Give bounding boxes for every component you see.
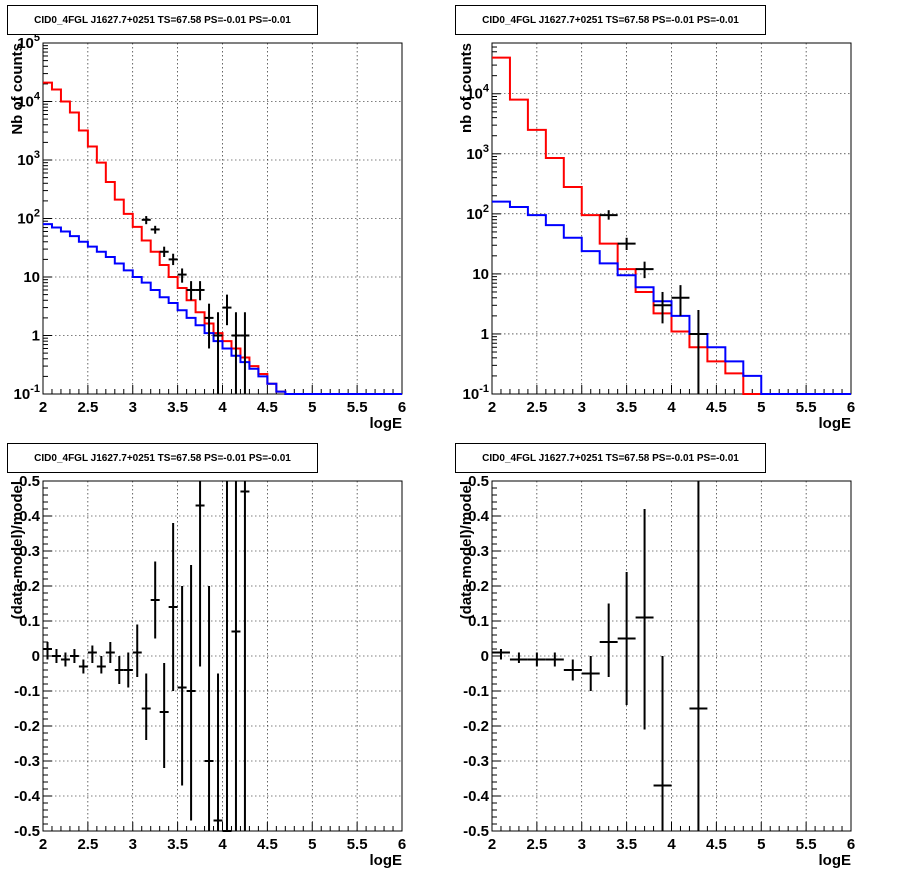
y-tick-label: 0.1 [468, 613, 489, 630]
x-tick-label: 3 [129, 836, 137, 853]
x-tick-label: 2.5 [526, 399, 547, 416]
x-tick-label: 2.5 [77, 399, 98, 416]
x-tick-label: 5 [308, 399, 316, 416]
x-tick-label: 5 [757, 399, 765, 416]
y-tick-label: -0.4 [463, 788, 490, 805]
x-tick-label: 2 [488, 399, 496, 416]
chart-2: 2 2.5 3 3.5 4 4.5 5 5.5 6 10-1 1 10 102 103 104 logE nb … [458, 42, 855, 432]
x-tick-label: 4.5 [257, 836, 278, 853]
x-axis-label: logE [370, 852, 403, 869]
pad4-title: CID0_4FGL J1627.7+0251 TS=67.58 PS=-0.01… [455, 443, 766, 473]
x-axis-label: logE [370, 415, 403, 432]
x-tick-label: 5.5 [796, 836, 817, 853]
x-tick-label: 5 [757, 836, 765, 853]
y-axis-label: Nb of counts [9, 43, 26, 135]
x-tick-label: 2 [488, 836, 496, 853]
histogram-series [492, 200, 851, 395]
y-tick-label: 1 [481, 326, 489, 343]
x-tick-label: 2 [39, 399, 47, 416]
x-tick-label: 4.5 [257, 399, 278, 416]
y-tick-label: 102 [466, 203, 489, 223]
y-tick-label: 0.1 [19, 613, 40, 630]
x-tick-label: 5 [308, 836, 316, 853]
x-tick-label: 3 [578, 399, 586, 416]
x-tick-label: 6 [398, 836, 406, 853]
y-tick-label: -0.5 [14, 823, 40, 840]
y-tick-label: 10-1 [463, 383, 489, 403]
y-axis-label: (data-model)/model [458, 481, 475, 619]
x-tick-label: 2.5 [77, 836, 98, 853]
x-tick-label: 4 [667, 399, 676, 416]
y-tick-label: 10 [472, 266, 489, 283]
y-tick-label: -0.3 [463, 753, 489, 770]
x-tick-label: 3.5 [167, 399, 188, 416]
x-tick-label: 4.5 [706, 836, 727, 853]
x-tick-label: 6 [847, 836, 855, 853]
pad1-title: CID0_4FGL J1627.7+0251 TS=67.58 PS=-0.01… [7, 5, 318, 35]
pad2-title: CID0_4FGL J1627.7+0251 TS=67.58 PS=-0.01… [455, 5, 766, 35]
histogram-series [43, 223, 402, 395]
x-tick-label: 3.5 [616, 836, 637, 853]
y-tick-label: -0.1 [463, 683, 489, 700]
y-tick-label: 103 [466, 143, 489, 163]
y-tick-label: 0.5 [19, 473, 40, 490]
y-tick-label: 102 [17, 208, 40, 228]
x-tick-label: 6 [398, 399, 406, 416]
y-tick-label: 0.4 [468, 508, 490, 525]
x-tick-label: 3 [578, 836, 586, 853]
y-tick-label: -0.5 [463, 823, 489, 840]
y-tick-label: -0.3 [14, 753, 40, 770]
x-tick-label: 6 [847, 399, 855, 416]
y-tick-label: 0.5 [468, 473, 489, 490]
y-tick-label: -0.1 [14, 683, 40, 700]
chart-4: 2 2.5 3 3.5 4 4.5 5 5.5 6 -0.5 -0.4 -0.3 -0.2 -0.1 0 0.… [458, 473, 855, 869]
x-tick-label: 4 [667, 836, 676, 853]
x-tick-label: 5.5 [796, 399, 817, 416]
y-tick-label: 0.2 [19, 578, 40, 595]
pad3-title: CID0_4FGL J1627.7+0251 TS=67.58 PS=-0.01… [7, 443, 318, 473]
x-tick-label: 3.5 [616, 399, 637, 416]
y-tick-label: 10-1 [14, 383, 40, 403]
y-axis-label: nb of counts [458, 43, 475, 133]
y-axis-label: (data-model)/model [9, 481, 26, 619]
chart-1: 2 2.5 3 3.5 4 4.5 5 5.5 6 10-1 1 10 102 103 104 105 logE… [9, 32, 406, 432]
y-tick-label: 105 [17, 32, 40, 52]
y-tick-label: -0.2 [14, 718, 40, 735]
y-tick-label: 0 [481, 648, 489, 665]
y-tick-label: 104 [466, 83, 490, 103]
y-tick-label: 0 [32, 648, 40, 665]
y-tick-label: 0.2 [468, 578, 489, 595]
x-tick-label: 5.5 [347, 836, 368, 853]
y-tick-label: 104 [17, 91, 41, 111]
x-tick-label: 3.5 [167, 836, 188, 853]
x-axis-label: logE [819, 415, 852, 432]
x-axis-label: logE [819, 852, 852, 869]
x-tick-label: 4.5 [706, 399, 727, 416]
y-tick-label: 0.3 [468, 543, 489, 560]
x-tick-label: 2 [39, 836, 47, 853]
y-tick-label: 0.4 [19, 508, 41, 525]
chart-3: 2 2.5 3 3.5 4 4.5 5 5.5 6 -0.5 -0.4 -0.3 -0.2 -0.1 0 0.… [9, 473, 406, 869]
y-tick-label: -0.4 [14, 788, 41, 805]
x-tick-label: 3 [129, 399, 137, 416]
y-tick-label: 1 [32, 328, 40, 345]
x-tick-label: 5.5 [347, 399, 368, 416]
y-tick-label: 103 [17, 149, 40, 169]
x-tick-label: 4 [218, 836, 227, 853]
y-tick-label: 10 [23, 269, 40, 286]
y-tick-label: 0.3 [19, 543, 40, 560]
y-tick-label: -0.2 [463, 718, 489, 735]
x-tick-label: 2.5 [526, 836, 547, 853]
x-tick-label: 4 [218, 399, 227, 416]
